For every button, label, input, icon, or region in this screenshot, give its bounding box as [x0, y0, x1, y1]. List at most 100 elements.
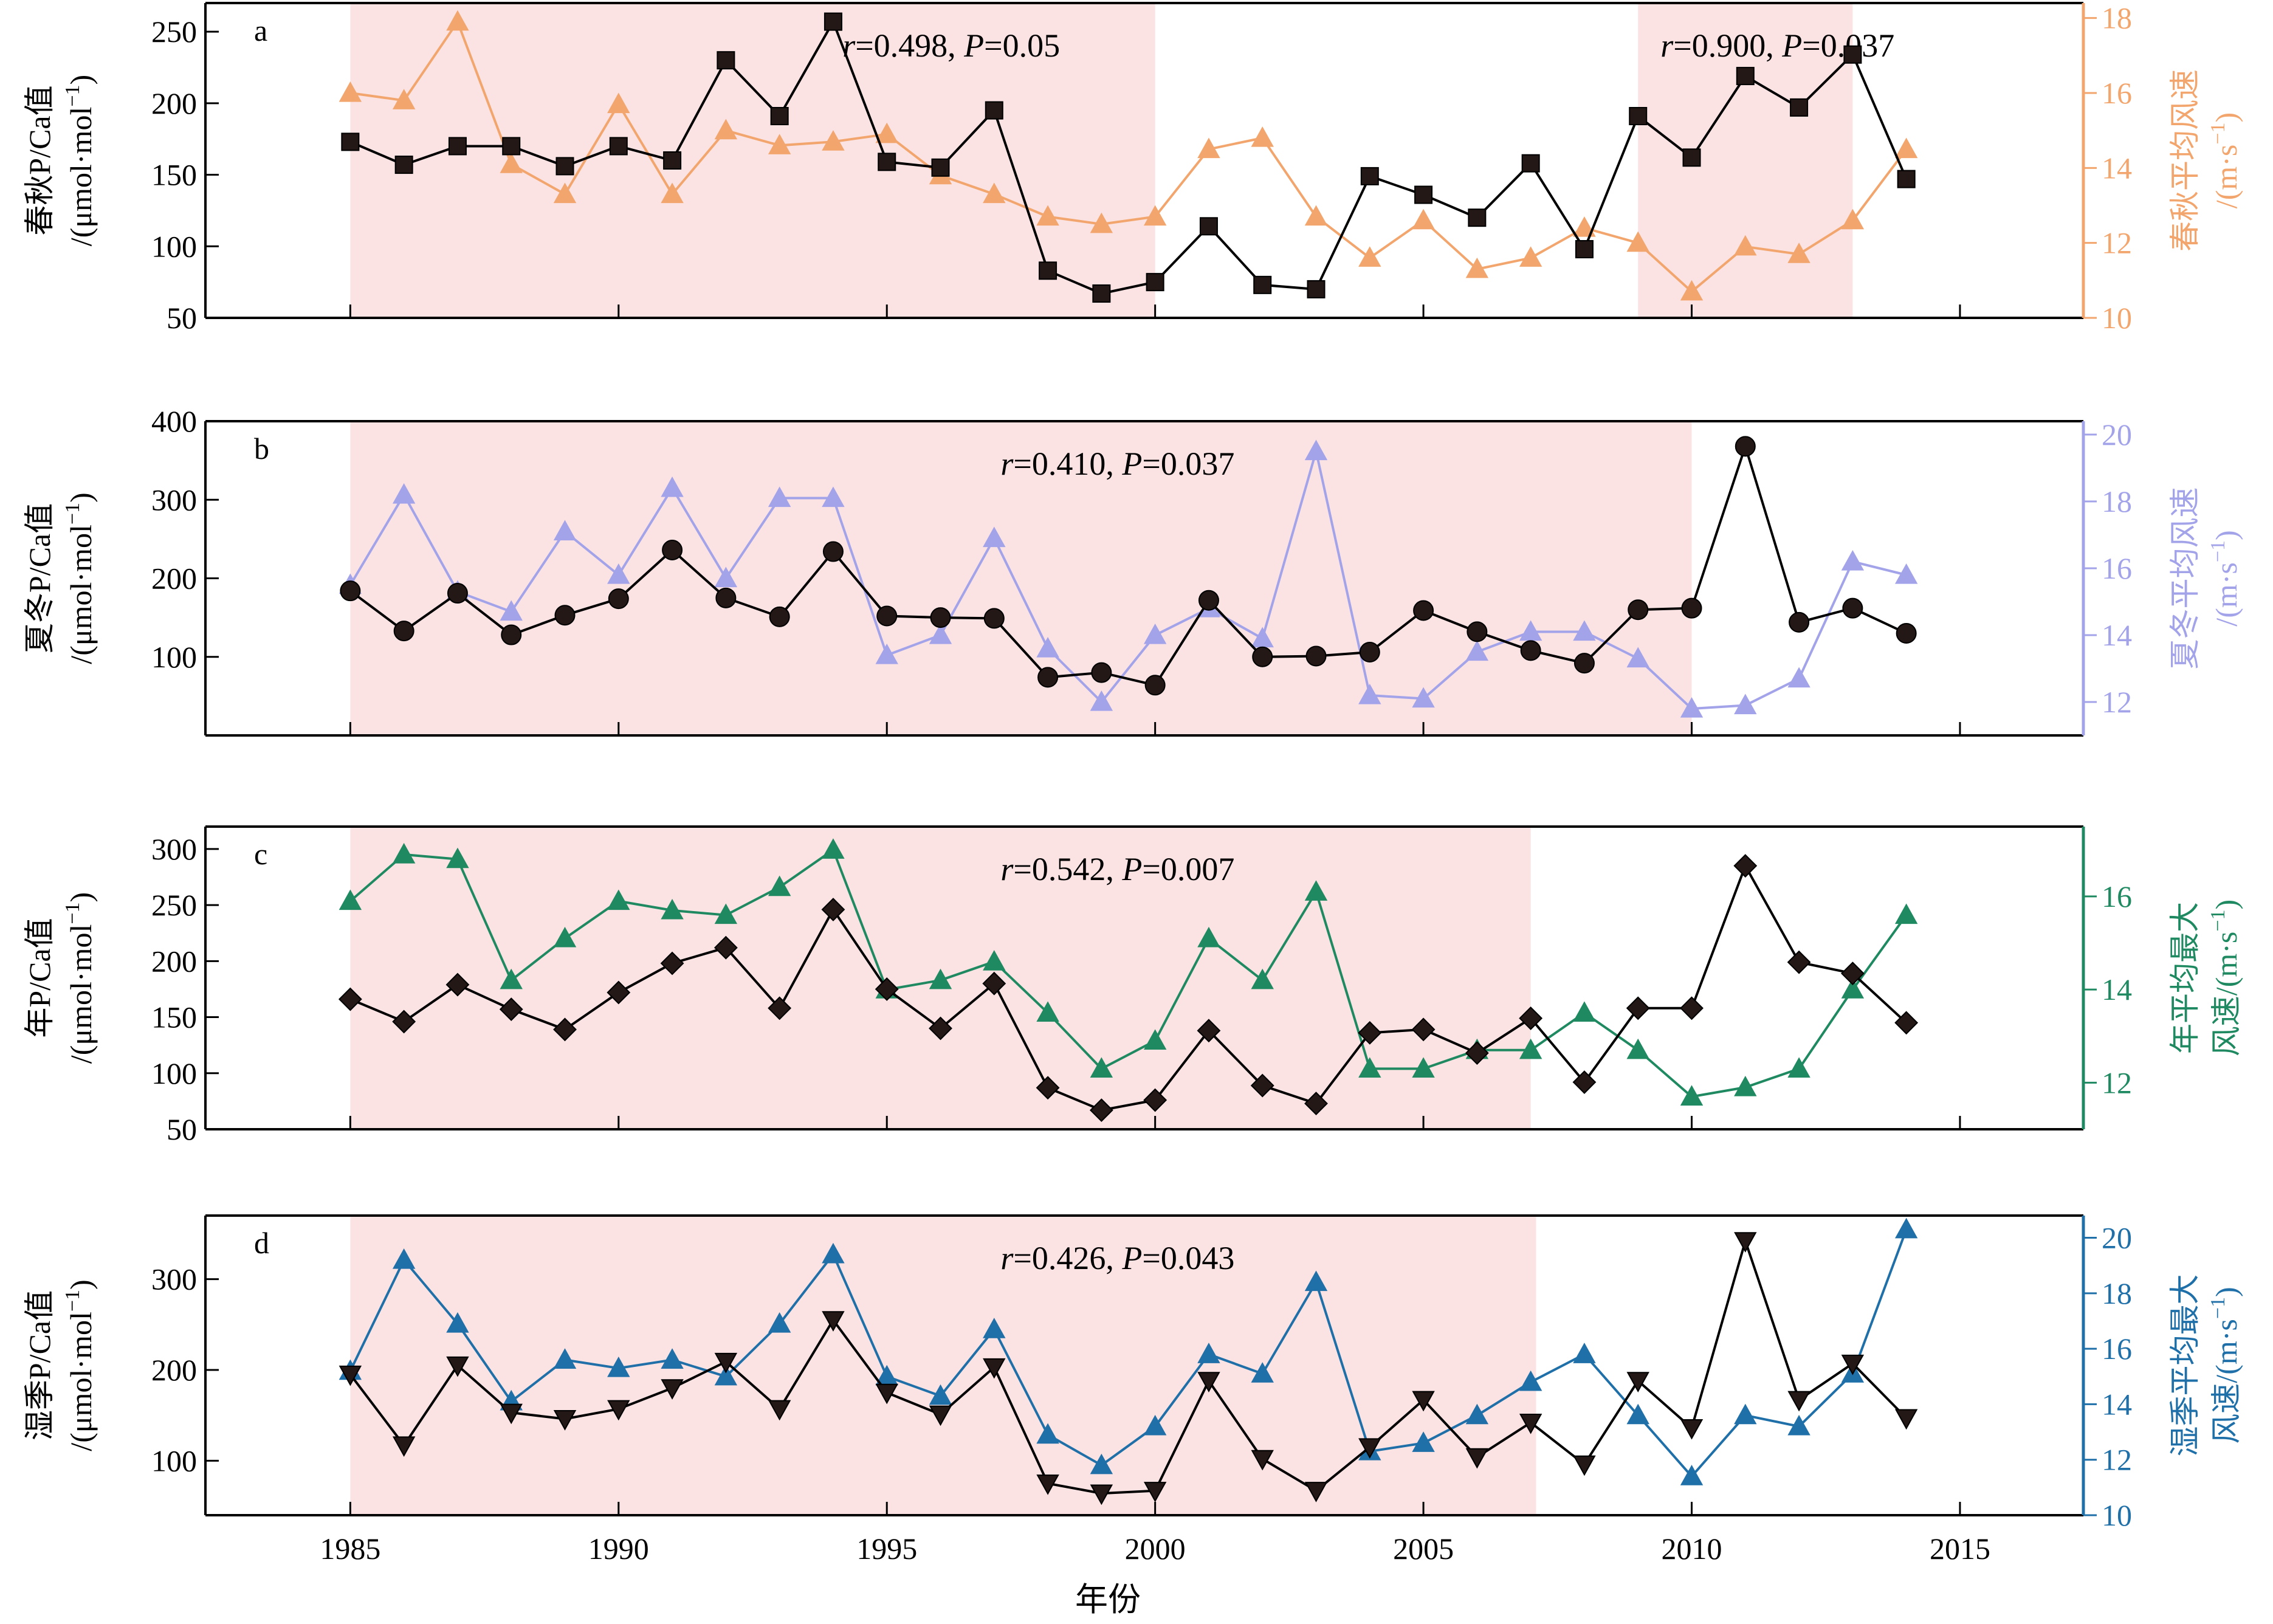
data-point-diamond: [929, 1016, 952, 1041]
data-point-triangle-down: [446, 1356, 469, 1377]
y-axis-label-close: ): [64, 1279, 98, 1290]
data-point-triangle-up: [1412, 208, 1435, 230]
y2-tick-label: 14: [2102, 618, 2132, 652]
data-point-triangle-down: [607, 1400, 630, 1421]
y-axis-label-line1: 湿季P/Ca值: [22, 1290, 57, 1440]
x-tick-label: 2000: [1125, 1532, 1186, 1566]
data-point-triangle-up: [1465, 640, 1489, 661]
data-point-triangle-up: [1841, 208, 1865, 230]
data-point-circle: [1037, 667, 1059, 688]
data-point-triangle-up: [1894, 137, 1918, 159]
data-point-triangle-up: [768, 1312, 791, 1333]
data-point-triangle-down: [929, 1405, 952, 1426]
highlight-band: [1638, 3, 1853, 318]
highlight-band: [350, 1216, 1536, 1515]
data-point-triangle-down: [1197, 1372, 1220, 1392]
data-point-triangle-up: [929, 623, 952, 644]
y2-axis-label-sup: −1: [2207, 1297, 2229, 1319]
y2-axis-label-close: ): [2209, 900, 2243, 910]
data-point-diamond: [1143, 1088, 1167, 1112]
y-tick-label: 100: [151, 1056, 197, 1090]
y2-axis-label: 夏冬平均风速/(m·s−1): [2168, 487, 2243, 670]
data-point-triangle-down: [1626, 1372, 1649, 1392]
r-symbol: r: [842, 27, 856, 64]
data-point-triangle-down: [553, 1410, 577, 1431]
data-point-square: [448, 137, 467, 156]
data-point-circle: [1305, 645, 1327, 667]
y-axis-label-sup: −1: [61, 84, 84, 106]
data-point-triangle-up: [1143, 205, 1167, 226]
data-point-circle: [1896, 622, 1917, 644]
data-point-triangle-up: [392, 842, 416, 864]
data-point-triangle-up: [1626, 647, 1649, 668]
data-point-diamond: [1036, 1076, 1060, 1100]
data-point-diamond: [1465, 1041, 1489, 1065]
data-point-triangle-up: [607, 563, 630, 584]
data-point-circle: [930, 607, 951, 628]
data-point-circle: [769, 606, 790, 627]
data-point-triangle-down: [500, 1403, 523, 1425]
data-point-circle: [1413, 600, 1434, 621]
data-point-triangle-down: [1036, 1474, 1059, 1495]
data-point-triangle-up: [1465, 1403, 1489, 1425]
data-point-square: [1092, 284, 1111, 303]
data-point-square: [1629, 107, 1648, 126]
y-axis-label-sup: −1: [61, 503, 84, 525]
data-point-square: [717, 51, 735, 70]
data-point-triangle-up: [875, 643, 898, 664]
data-point-diamond: [1519, 1006, 1543, 1030]
y2-axis-label-line1: 年平均最大: [2168, 902, 2202, 1054]
data-point-triangle-up: [1251, 968, 1274, 989]
panel-d: 100 200 300 10 12 14 16 18 20 1985 1990 1995 2000 200…: [22, 1214, 2243, 1566]
data-point-triangle-up: [1734, 693, 1757, 715]
y2-axis-label-line1: 夏冬平均风速: [2168, 487, 2202, 670]
data-point-circle: [1735, 436, 1756, 457]
y2-axis-label-line2: /(m·s: [2209, 562, 2243, 627]
r-symbol: r: [1000, 446, 1014, 482]
data-point-triangle-down: [1787, 1391, 1810, 1412]
data-point-circle: [501, 624, 522, 645]
data-point-triangle-up: [607, 1357, 630, 1377]
data-point-triangle-up: [607, 92, 630, 114]
data-point-triangle-up: [1036, 1001, 1059, 1022]
data-point-square: [1736, 67, 1755, 86]
y2-axis-label-line2: /(m·s: [2209, 145, 2243, 209]
data-point-triangle-down: [1894, 1409, 1918, 1430]
data-point-triangle-down: [1304, 1482, 1328, 1502]
data-point-triangle-up: [1519, 1370, 1542, 1391]
data-point-triangle-up: [446, 847, 469, 869]
y-axis-label-line1: 夏冬P/Ca值: [22, 503, 57, 653]
p-value: =0.05: [984, 27, 1060, 64]
y2-tick-label: 10: [2102, 1498, 2132, 1532]
panel-label: b: [254, 432, 269, 466]
data-point-triangle-up: [1573, 1343, 1596, 1363]
data-point-diamond: [821, 898, 845, 921]
data-point-triangle-up: [661, 898, 684, 920]
y2-axis-label-line2: 风速/(m·s: [2209, 932, 2243, 1057]
data-point-diamond: [982, 971, 1006, 996]
series-line-d-1: [349, 1229, 1908, 1479]
data-point-square: [824, 12, 842, 31]
y-tick-label: 250: [151, 888, 197, 922]
data-point-triangle-up: [1090, 690, 1113, 711]
data-point-diamond: [607, 980, 631, 1005]
data-point-circle: [1789, 611, 1810, 633]
data-point-triangle-down: [1090, 1484, 1113, 1505]
data-point-triangle-up: [1626, 231, 1649, 252]
data-point-triangle-down: [339, 1365, 362, 1386]
data-point-triangle-up: [1894, 903, 1918, 924]
data-point-circle: [447, 583, 468, 604]
data-point-triangle-down: [1143, 1482, 1167, 1502]
data-point-triangle-up: [768, 134, 791, 154]
data-point-triangle-up: [929, 1384, 952, 1405]
correlation-annotation: r=0.498, P=0.05: [842, 27, 1060, 64]
data-point-triangle-up: [1197, 1343, 1220, 1363]
data-point-circle: [1198, 590, 1219, 611]
data-point-square: [1575, 239, 1594, 258]
data-point-triangle-up: [1412, 1057, 1435, 1078]
data-point-triangle-up: [607, 889, 630, 910]
data-point-diamond: [660, 951, 684, 975]
y-tick-label: 400: [151, 404, 197, 438]
y-axis-label-sup: −1: [61, 1290, 84, 1312]
